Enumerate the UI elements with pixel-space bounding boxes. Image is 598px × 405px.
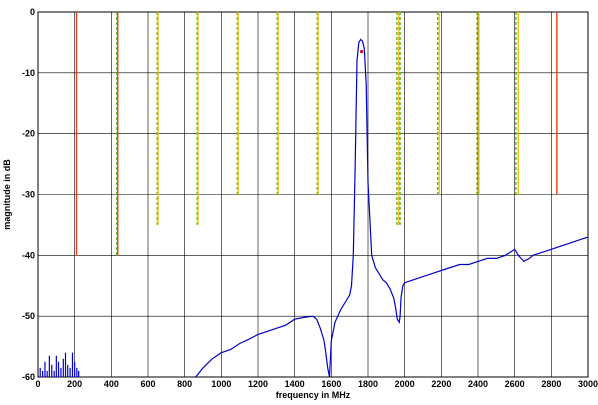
grid [37,11,589,378]
x-tick-label: 2000 [395,379,415,389]
x-tick-label: 1800 [358,379,378,389]
x-tick-label: 0 [35,379,40,389]
x-tick-label: 1600 [321,379,341,389]
x-tick-label: 2400 [468,379,488,389]
x-tick-label: 2200 [431,379,451,389]
x-tick-label: 1200 [248,379,268,389]
limit-lines [75,12,558,256]
y-tick-label: -60 [22,372,35,382]
spur-bars [39,352,80,377]
x-tick-label: 2600 [505,379,525,389]
x-tick-label: 1000 [211,379,231,389]
response-line [195,38,589,378]
x-tick-label: 3000 [578,379,598,389]
y-axis-label: magnitude in dB [2,159,12,230]
y-tick-label: -20 [22,129,35,139]
y-tick-label: -40 [22,250,35,260]
x-tick-label: 400 [104,379,119,389]
x-axis-label: frequency in MHz [276,390,351,400]
y-tick-label: -30 [22,190,35,200]
peak-marker [359,49,364,54]
y-tick-label: -50 [22,311,35,321]
y-tick-label: -10 [22,68,35,78]
x-tick-label: 200 [67,379,82,389]
x-tick-labels: 0 200 400 600 800 1000 1200 1400 1600 1800 2000 220… [35,379,598,389]
x-tick-label: 2800 [541,379,561,389]
y-tick-labels: 0 -10 -20 -30 -40 -50 -60 [22,7,35,382]
x-tick-label: 800 [177,379,192,389]
x-tick-label: 600 [140,379,155,389]
y-tick-label: 0 [30,7,35,17]
x-tick-label: 1400 [285,379,305,389]
